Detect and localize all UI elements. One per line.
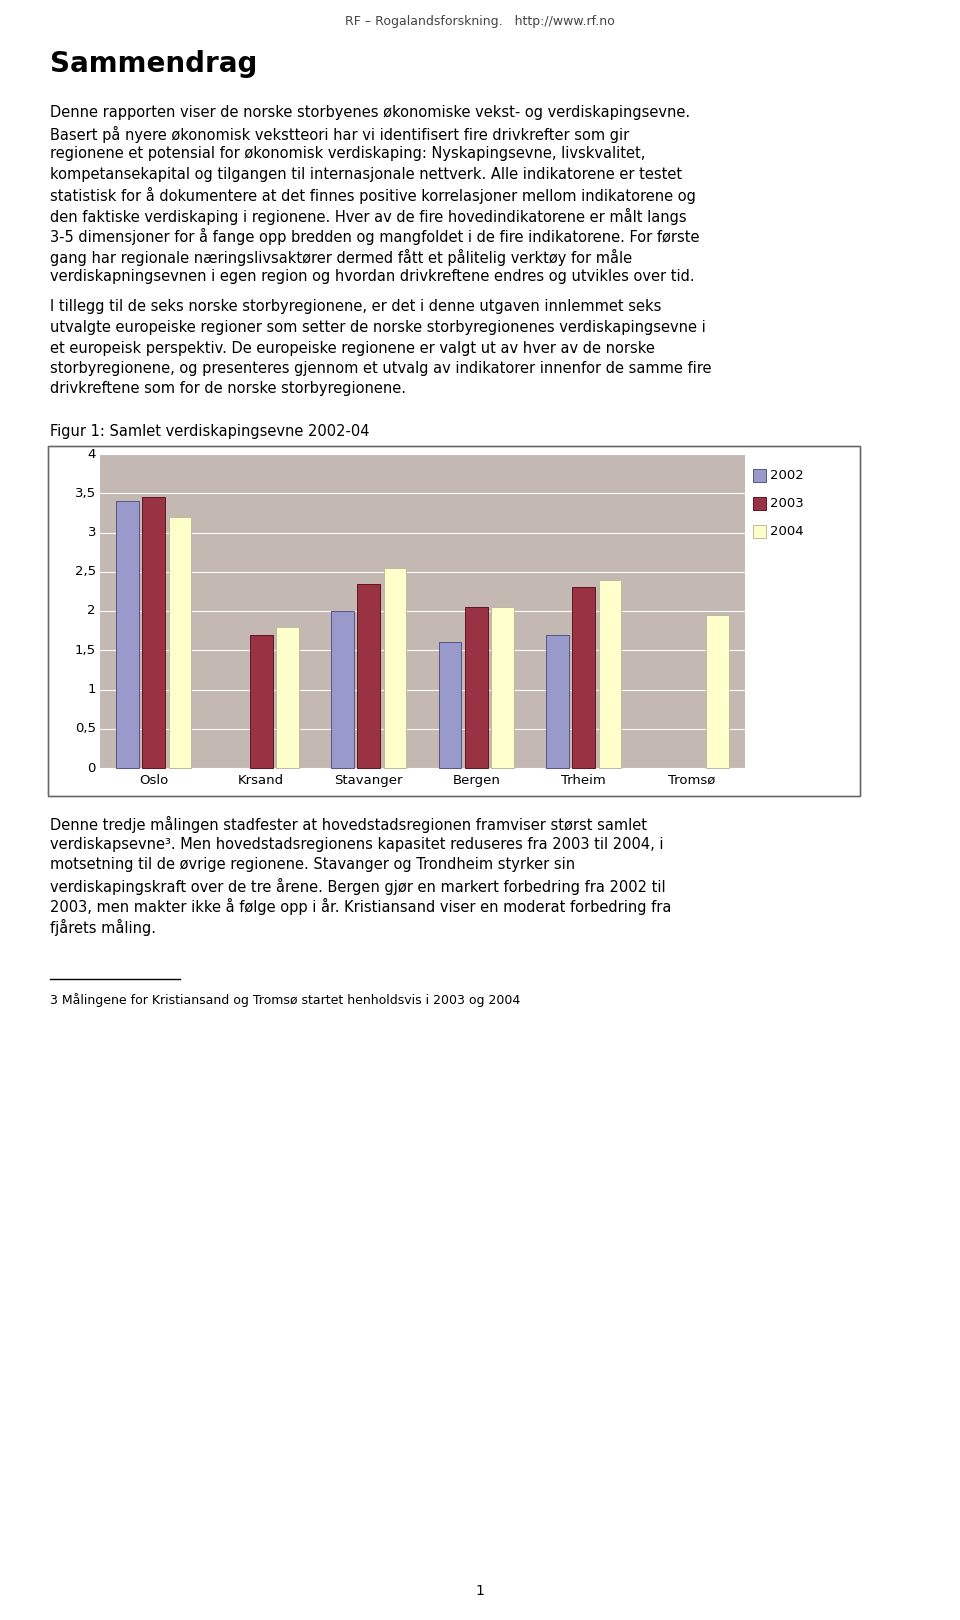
Text: Basert på nyere økonomisk vekstteori har vi identifisert fire drivkrefter som gi: Basert på nyere økonomisk vekstteori har… <box>50 125 629 143</box>
Text: kompetansekapital og tilgangen til internasjonale nettverk. Alle indikatorene er: kompetansekapital og tilgangen til inter… <box>50 167 683 181</box>
Bar <box>169 517 191 768</box>
Text: gang har regionale næringslivsaktører dermed fått et pålitelig verktøy for måle: gang har regionale næringslivsaktører de… <box>50 248 632 266</box>
Bar <box>492 608 514 768</box>
Bar <box>384 569 406 768</box>
Text: drivkreftene som for de norske storbyregionene.: drivkreftene som for de norske storbyreg… <box>50 381 406 397</box>
Text: 4: 4 <box>87 447 96 460</box>
Bar <box>116 501 138 768</box>
Text: Krsand: Krsand <box>238 774 284 787</box>
Text: 2003, men makter ikke å følge opp i år. Kristiansand viser en moderat forbedring: 2003, men makter ikke å følge opp i år. … <box>50 897 671 915</box>
Text: 3-5 dimensjoner for å fange opp bredden og mangfoldet i de fire indikatorene. Fo: 3-5 dimensjoner for å fange opp bredden … <box>50 228 700 245</box>
Bar <box>100 454 745 768</box>
Text: statistisk for å dokumentere at det finnes positive korrelasjoner mellom indikat: statistisk for å dokumentere at det finn… <box>50 186 696 204</box>
Text: 0: 0 <box>87 761 96 774</box>
Text: et europeisk perspektiv. De europeiske regionene er valgt ut av hver av de norsk: et europeisk perspektiv. De europeiske r… <box>50 340 655 355</box>
Text: 2004: 2004 <box>770 525 804 538</box>
Bar <box>753 525 766 538</box>
Bar <box>707 616 729 768</box>
Bar <box>753 470 766 483</box>
Bar <box>546 635 568 768</box>
Bar <box>357 583 380 768</box>
Bar <box>572 588 595 768</box>
Text: Sammendrag: Sammendrag <box>50 50 257 78</box>
Text: 2: 2 <box>87 604 96 617</box>
Text: 1: 1 <box>87 684 96 697</box>
Bar <box>599 580 621 768</box>
Text: 3,5: 3,5 <box>75 486 96 499</box>
Bar <box>250 635 273 768</box>
Text: 3: 3 <box>87 526 96 539</box>
Text: Denne rapporten viser de norske storbyenes økonomiske vekst- og verdiskapingsevn: Denne rapporten viser de norske storbyen… <box>50 105 690 120</box>
Text: 2003: 2003 <box>770 497 804 510</box>
Text: 3 Målingene for Kristiansand og Tromsø startet henholdsvis i 2003 og 2004: 3 Målingene for Kristiansand og Tromsø s… <box>50 993 520 1008</box>
Text: fjårets måling.: fjårets måling. <box>50 919 156 935</box>
Text: 2,5: 2,5 <box>75 565 96 578</box>
Text: 1: 1 <box>475 1584 485 1597</box>
Bar <box>465 608 488 768</box>
Bar <box>331 611 353 768</box>
Text: utvalgte europeiske regioner som setter de norske storbyregionenes verdiskapings: utvalgte europeiske regioner som setter … <box>50 321 706 335</box>
Text: verdiskapsevne³. Men hovedstadsregionens kapasitet reduseres fra 2003 til 2004, : verdiskapsevne³. Men hovedstadsregionens… <box>50 836 663 852</box>
Bar <box>142 497 165 768</box>
Text: verdiskapingskraft over de tre årene. Bergen gjør en markert forbedring fra 2002: verdiskapingskraft over de tre årene. Be… <box>50 878 665 894</box>
Bar <box>48 446 860 795</box>
Text: Bergen: Bergen <box>452 774 500 787</box>
Text: regionene et potensial for økonomisk verdiskaping: Nyskapingsevne, livskvalitet,: regionene et potensial for økonomisk ver… <box>50 146 645 160</box>
Text: Trheim: Trheim <box>562 774 606 787</box>
Text: I tillegg til de seks norske storbyregionene, er det i denne utgaven innlemmet s: I tillegg til de seks norske storbyregio… <box>50 300 661 314</box>
Bar <box>48 446 860 795</box>
Text: den faktiske verdiskaping i regionene. Hver av de fire hovedindikatorene er målt: den faktiske verdiskaping i regionene. H… <box>50 207 686 225</box>
Bar <box>276 627 299 768</box>
Text: Stavanger: Stavanger <box>334 774 403 787</box>
Text: Figur 1: Samlet verdiskapingsevne 2002-04: Figur 1: Samlet verdiskapingsevne 2002-0… <box>50 424 370 439</box>
Text: 1,5: 1,5 <box>75 643 96 656</box>
Text: RF – Rogalandsforskning.   http://www.rf.no: RF – Rogalandsforskning. http://www.rf.n… <box>346 15 614 28</box>
Text: Oslo: Oslo <box>139 774 168 787</box>
Bar <box>439 643 461 768</box>
Text: verdiskapningsevnen i egen region og hvordan drivkreftene endres og utvikles ove: verdiskapningsevnen i egen region og hvo… <box>50 269 695 284</box>
Bar <box>753 497 766 510</box>
Text: motsetning til de øvrige regionene. Stavanger og Trondheim styrker sin: motsetning til de øvrige regionene. Stav… <box>50 857 575 872</box>
Text: Tromsø: Tromsø <box>667 774 715 787</box>
Text: 2002: 2002 <box>770 470 804 483</box>
Text: Denne tredje målingen stadfester at hovedstadsregionen framviser størst samlet: Denne tredje målingen stadfester at hove… <box>50 816 647 833</box>
Text: 0,5: 0,5 <box>75 723 96 735</box>
Text: storbyregionene, og presenteres gjennom et utvalg av indikatorer innenfor de sam: storbyregionene, og presenteres gjennom … <box>50 361 711 376</box>
